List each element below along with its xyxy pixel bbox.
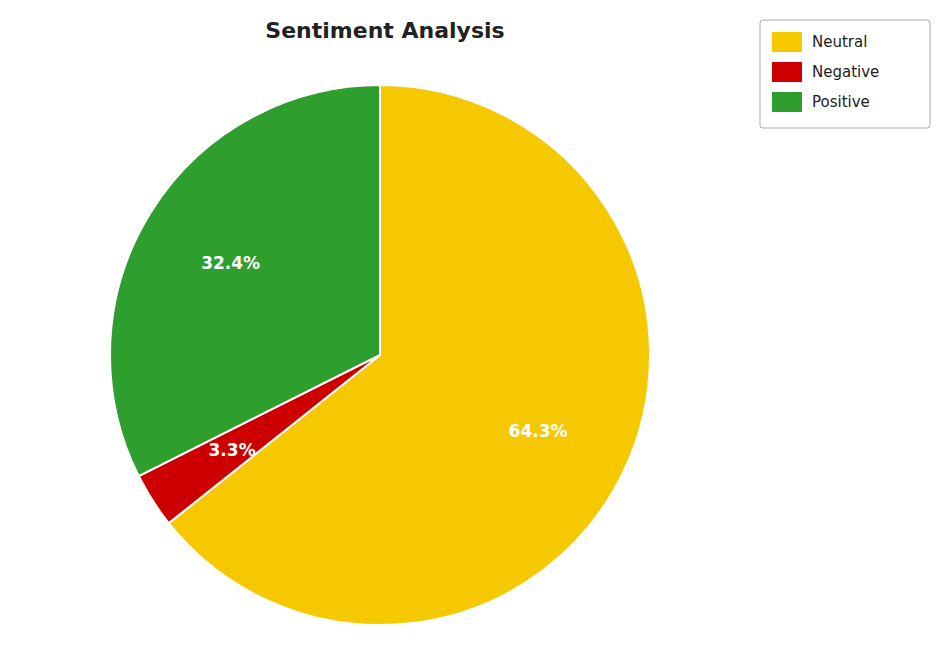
legend-swatch xyxy=(772,32,802,52)
legend-label: Negative xyxy=(812,63,879,81)
legend: Neutral Negative Positive xyxy=(760,20,930,128)
pie xyxy=(110,85,650,625)
legend-swatch xyxy=(772,92,802,112)
chart-svg: Sentiment Analysis64.3%3.3%32.4%NeutralN… xyxy=(0,0,950,662)
chart-container: Sentiment Analysis64.3%3.3%32.4%NeutralN… xyxy=(0,0,950,662)
legend-swatch xyxy=(772,62,802,82)
legend-label: Positive xyxy=(812,93,870,111)
data-label: 64.3% xyxy=(509,421,568,441)
chart-title: Sentiment Analysis xyxy=(265,18,504,43)
data-labels: 64.3% 3.3% 32.4% xyxy=(201,253,567,460)
legend-frame xyxy=(760,20,930,128)
legend-item: Neutral xyxy=(772,32,867,52)
data-label: 32.4% xyxy=(201,253,260,273)
legend-item: Negative xyxy=(772,62,879,82)
legend-label: Neutral xyxy=(812,33,867,51)
data-label: 3.3% xyxy=(209,440,256,460)
legend-item: Positive xyxy=(772,92,870,112)
pie-slice xyxy=(110,85,380,476)
